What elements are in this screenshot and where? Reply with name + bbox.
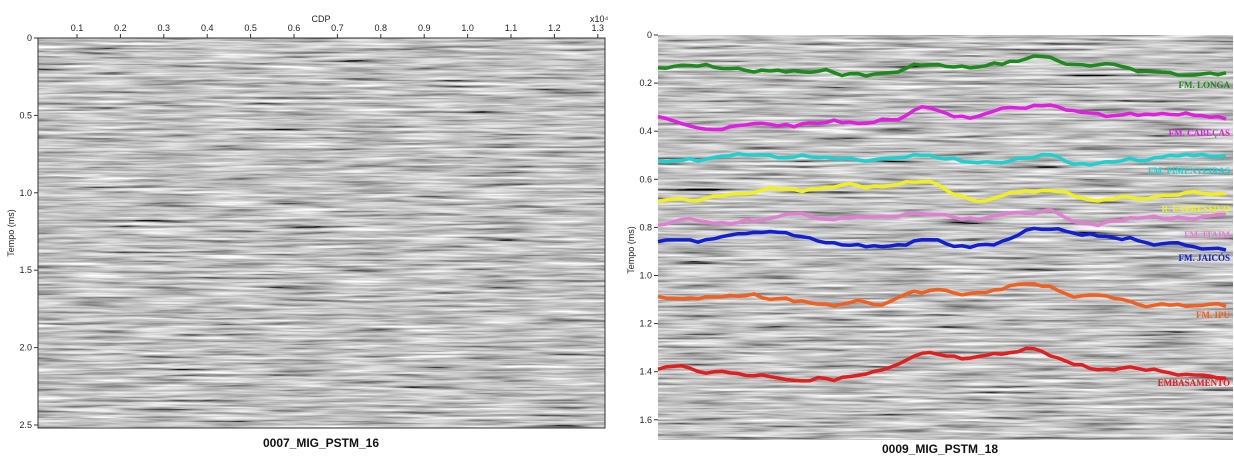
y-tick-label: 1.5	[19, 265, 32, 275]
y-tick-label: 1.0	[639, 271, 652, 281]
horizon	[657, 226, 1227, 252]
y-tick-label: 2.0	[19, 343, 32, 353]
y-tick-label: 0.2	[639, 78, 652, 88]
horizon-label: FM. PIMENTEIRAS	[1148, 166, 1230, 176]
y-tick-label: 2.5	[19, 420, 32, 430]
horizon	[657, 346, 1227, 383]
horizons: FM. LONGA FM. CABEÇAS FM. PIMENTEIRAS R. EX…	[657, 54, 1231, 388]
seismic-section	[658, 35, 1233, 440]
y-tick-label: 0.8	[639, 222, 652, 232]
y-tick-label: 0.5	[19, 110, 32, 120]
x-tick-label: 0.8	[375, 23, 388, 33]
panel-title: 0009_MIG_PSTM_18	[882, 442, 998, 456]
horizon	[657, 207, 1227, 228]
x-tick-label: 0.3	[158, 23, 171, 33]
x-tick-label: 0.4	[201, 23, 214, 33]
x-tick-label: 0.1	[71, 23, 84, 33]
horizon	[657, 54, 1227, 78]
y-tick-label: 0.4	[639, 126, 652, 136]
x-tick-label: 1.3	[592, 23, 605, 33]
frame	[37, 37, 606, 429]
x-tick-label: 0.6	[288, 23, 301, 33]
left-panel: CDP x10⁴ Tempo (ms) 0007_MIG_PSTM_16	[6, 14, 609, 450]
y-axis-label: Tempo (ms)	[626, 226, 636, 274]
horizon-label: R. EXPRESSIVO	[1162, 204, 1230, 214]
y-tick-label: 0	[647, 30, 652, 40]
y-tick-label: 1.6	[639, 415, 652, 425]
horizon-label: FM. JAICÓS	[1179, 253, 1231, 263]
x-tick-label: 1.2	[548, 23, 561, 33]
y-tick-label: 0.6	[639, 174, 652, 184]
right-panel: FM. LONGA FM. CABEÇAS FM. PIMENTEIRAS R. EX…	[626, 35, 1233, 456]
y-tick-label: 1.2	[639, 319, 652, 329]
x-tick-label: 0.7	[331, 23, 344, 33]
horizon	[657, 282, 1227, 309]
horizon-label: FM. CABEÇAS	[1168, 128, 1230, 138]
x-tick-label: 0.2	[114, 23, 127, 33]
horizon	[657, 179, 1227, 204]
x-tick-label: 1.1	[505, 23, 518, 33]
horizon-label: EMBASAMENTO	[1158, 378, 1230, 388]
horizon-label: FM. IPU	[1196, 310, 1230, 320]
horizon	[657, 151, 1227, 167]
horizon	[657, 103, 1227, 132]
horizon-label: FM. LONGA	[1179, 80, 1231, 90]
y-tick-label: 1.4	[639, 367, 652, 377]
x-axis-label: CDP	[311, 14, 330, 24]
horizon-label: FM. ITAIM	[1184, 230, 1230, 240]
panel-title: 0007_MIG_PSTM_16	[263, 436, 379, 450]
x-tick-label: 1.0	[461, 23, 474, 33]
x-tick-label: 0.9	[418, 23, 431, 33]
y-axis-label: Tempo (ms)	[6, 209, 16, 257]
seismic-section	[38, 38, 605, 428]
y-tick-label: 1.0	[19, 188, 32, 198]
x-tick-label: 0.5	[244, 23, 257, 33]
x-multiplier: x10⁴	[590, 14, 609, 24]
y-tick-label: 0	[27, 33, 32, 43]
